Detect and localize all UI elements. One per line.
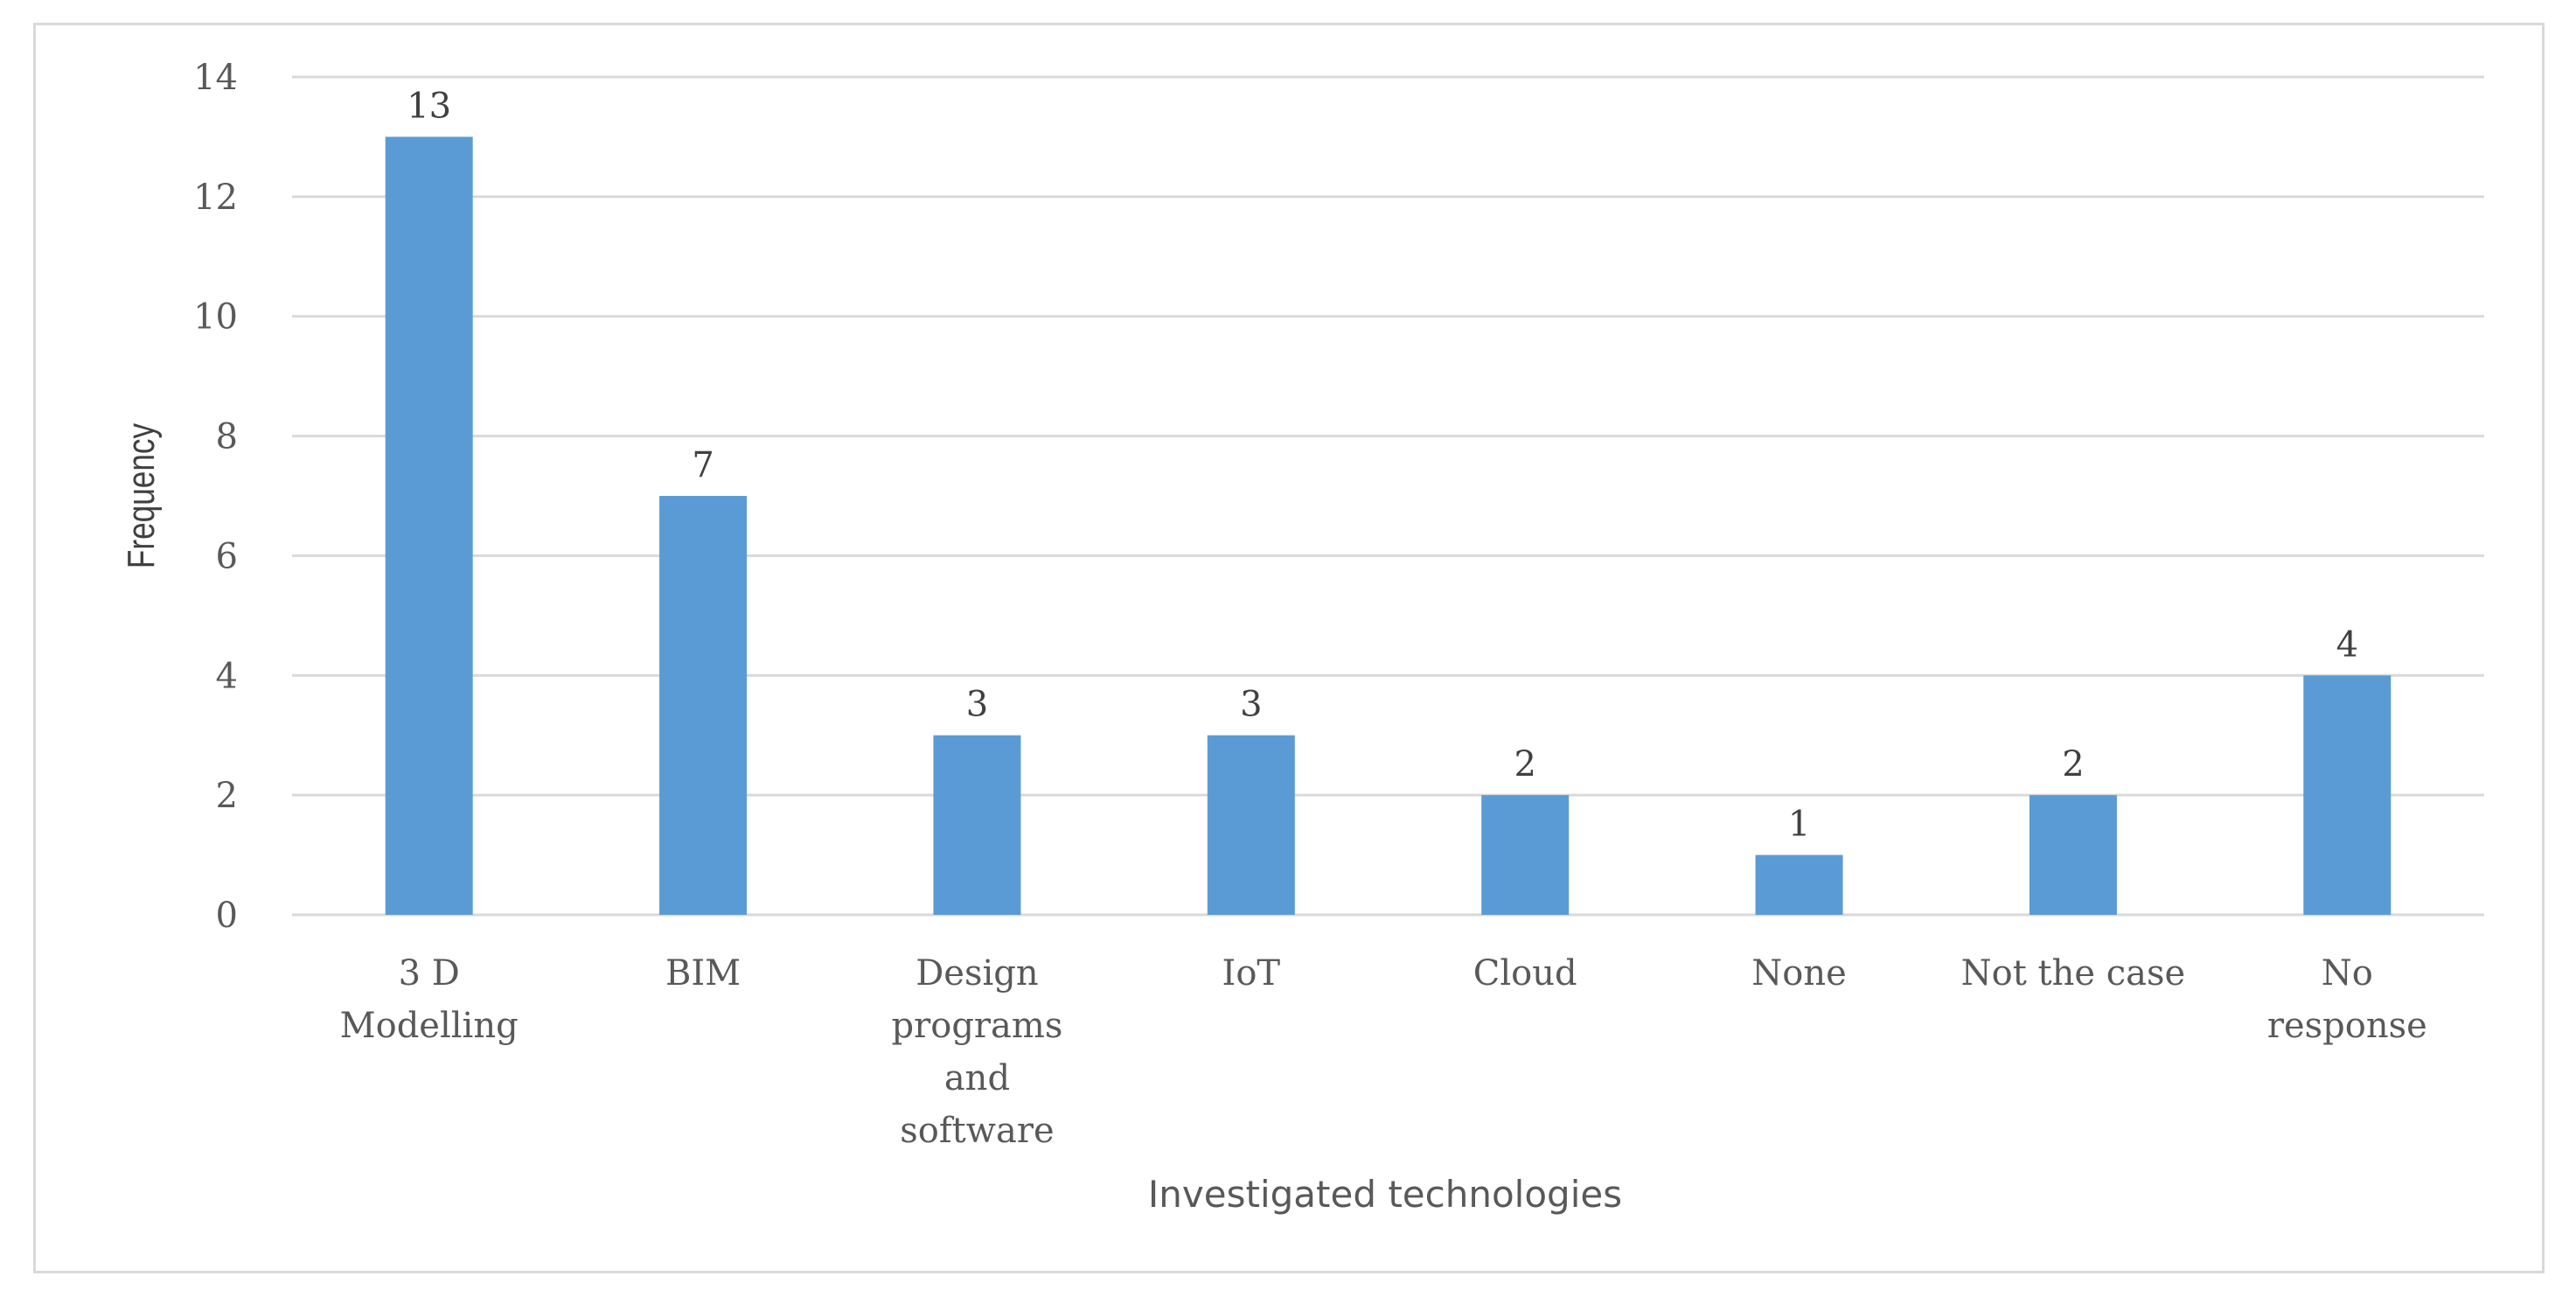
x-tick-label: None — [1751, 953, 1847, 994]
y-tick-label: 6 — [216, 536, 238, 576]
bar — [1755, 854, 1843, 915]
y-tick-label: 2 — [216, 776, 238, 816]
x-tick-label: programs — [892, 1006, 1063, 1046]
y-tick-label: 12 — [193, 178, 238, 218]
x-tick-label: Not the case — [1961, 953, 2186, 994]
x-tick-label: 3 D — [399, 953, 460, 994]
bar — [659, 496, 748, 915]
y-axis-title: Frequency — [120, 423, 163, 568]
x-tick-label: IoT — [1222, 953, 1281, 994]
x-tick-label: Design — [916, 953, 1038, 994]
data-label: 3 — [1240, 685, 1262, 725]
bar — [2029, 795, 2117, 915]
x-tick-label: Modelling — [340, 1006, 519, 1046]
x-tick-label: software — [900, 1111, 1054, 1151]
x-axis-title: Investigated technologies — [1148, 1173, 1622, 1216]
data-label: 4 — [2336, 624, 2358, 665]
y-tick-label: 8 — [216, 417, 238, 457]
y-tick-label: 10 — [193, 297, 238, 338]
x-tick-label: No — [2322, 953, 2373, 994]
data-label: 13 — [407, 86, 451, 126]
bar — [933, 735, 1021, 915]
x-tick-label: and — [944, 1058, 1010, 1098]
x-tick-label: response — [2267, 1006, 2427, 1046]
data-label: 3 — [966, 685, 988, 725]
x-tick-label: BIM — [665, 953, 741, 994]
data-label: 2 — [1514, 744, 1535, 785]
data-label: 2 — [2062, 744, 2084, 785]
data-label: 7 — [692, 445, 714, 485]
data-label: 1 — [1788, 805, 1810, 845]
bar — [2303, 675, 2392, 915]
bar — [385, 136, 473, 915]
y-tick-label: 0 — [216, 896, 238, 936]
bar — [1207, 735, 1295, 915]
y-tick-label: 4 — [216, 656, 238, 696]
x-tick-label: Cloud — [1473, 953, 1577, 994]
y-tick-label: 14 — [193, 58, 238, 98]
bar — [1481, 795, 1570, 915]
